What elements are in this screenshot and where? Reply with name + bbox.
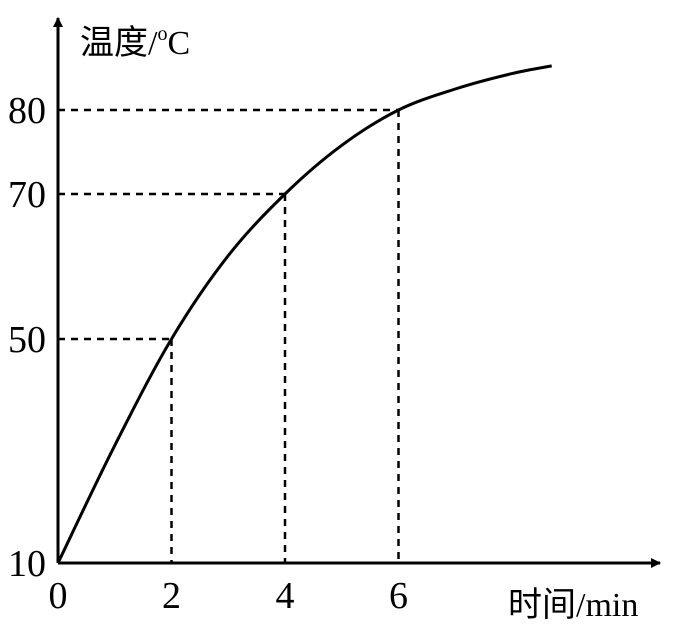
x-tick-label: 0 <box>49 575 68 617</box>
x-axis-title: 时间/min <box>508 585 638 625</box>
curve-series <box>56 64 552 564</box>
tick-labels: 0 2 4 6 10 50 70 80 <box>8 90 408 617</box>
x-axis-title-cjk: 时间 <box>508 585 576 625</box>
y-tick-label: 50 <box>8 319 46 361</box>
y-axis-title-cjk: 温度 <box>80 23 148 63</box>
x-tick-label: 4 <box>276 575 295 617</box>
x-axis-title-unit: /min <box>576 587 638 624</box>
y-tick-label: 80 <box>8 90 46 132</box>
x-tick-label: 6 <box>389 575 408 617</box>
y-axis-title-unit: C <box>167 25 190 62</box>
x-tick-label: 2 <box>162 575 181 617</box>
temperature-curve <box>56 64 552 564</box>
y-axis-title-slash: / <box>148 25 158 62</box>
y-tick-label: 10 <box>8 543 46 585</box>
y-tick-label: 70 <box>8 174 46 216</box>
y-axis-title: 温度/oC <box>80 23 190 63</box>
guide-lines <box>58 108 400 563</box>
y-axis-title-degree: o <box>157 23 167 45</box>
